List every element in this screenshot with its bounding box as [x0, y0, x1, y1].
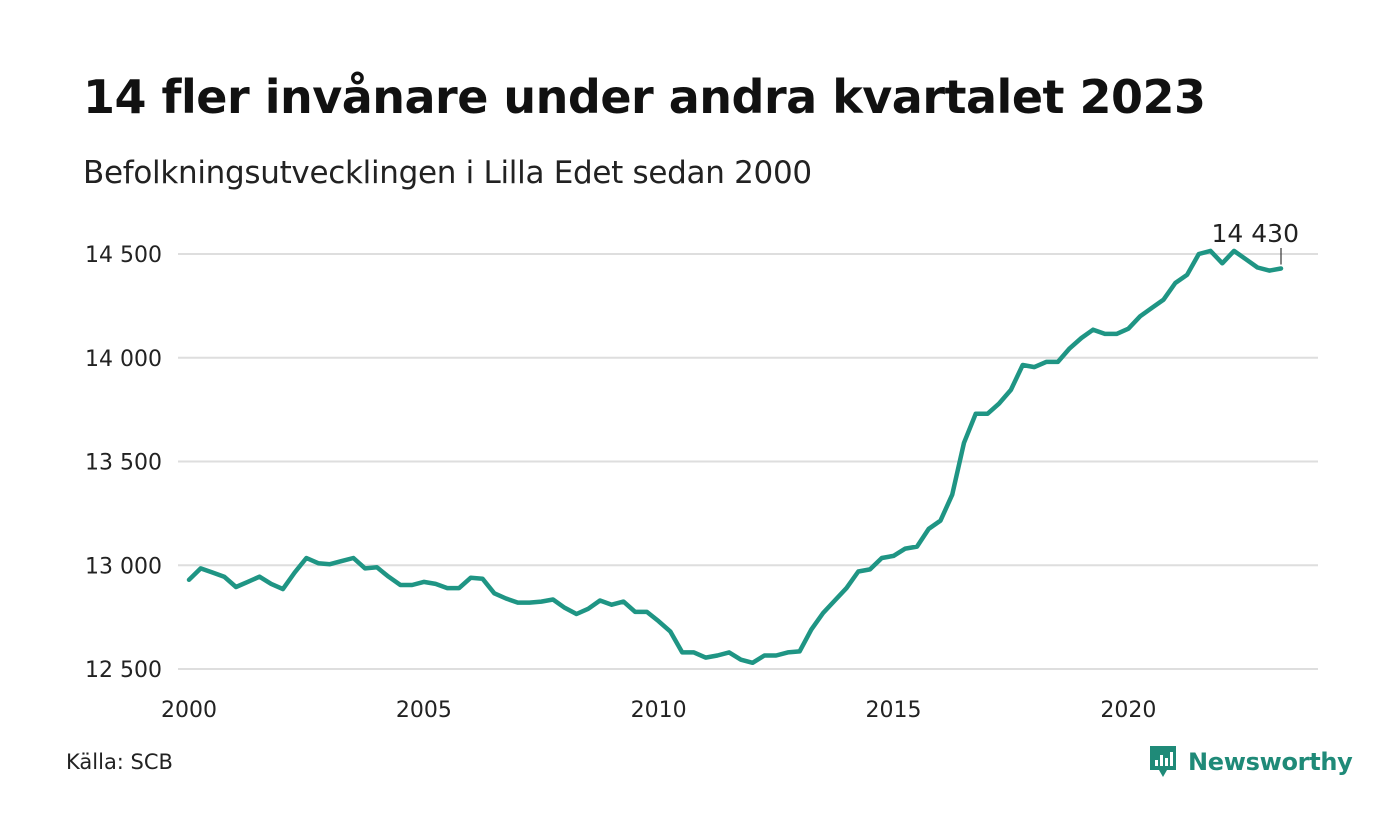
- x-tick-label: 2010: [631, 698, 687, 723]
- source-note: Källa: SCB: [66, 750, 173, 774]
- x-axis-tick-labels: 2000 2005 2010 2015 2020: [161, 698, 1156, 723]
- series-group: [186, 248, 1284, 666]
- y-tick-label: 13 000: [85, 554, 162, 579]
- x-tick-label: 2000: [161, 698, 217, 723]
- chart-subtitle: Befolkningsutvecklingen i Lilla Edet sed…: [83, 155, 812, 191]
- y-tick-label: 12 500: [85, 658, 162, 683]
- x-tick-label: 2005: [396, 698, 452, 723]
- x-tick-label: 2015: [866, 698, 922, 723]
- brand-name: Newsworthy: [1188, 748, 1353, 776]
- end-value-label: 14 430: [1212, 219, 1299, 248]
- annotations: 14 430: [1212, 219, 1299, 265]
- y-tick-label: 14 000: [85, 347, 162, 372]
- y-tick-label: 14 500: [85, 243, 162, 268]
- chart-title: 14 fler invånare under andra kvartalet 2…: [83, 70, 1206, 124]
- y-tick-label: 13 500: [85, 451, 162, 476]
- x-tick-label: 2020: [1100, 698, 1156, 723]
- series-line-population: [186, 248, 1284, 666]
- y-axis-tick-labels: 12 500 13 000 13 500 14 000 14 500: [85, 243, 162, 683]
- brand-logo: Newsworthy: [1148, 744, 1353, 780]
- gridlines: [178, 253, 1318, 670]
- newsworthy-logo-icon: [1150, 746, 1176, 777]
